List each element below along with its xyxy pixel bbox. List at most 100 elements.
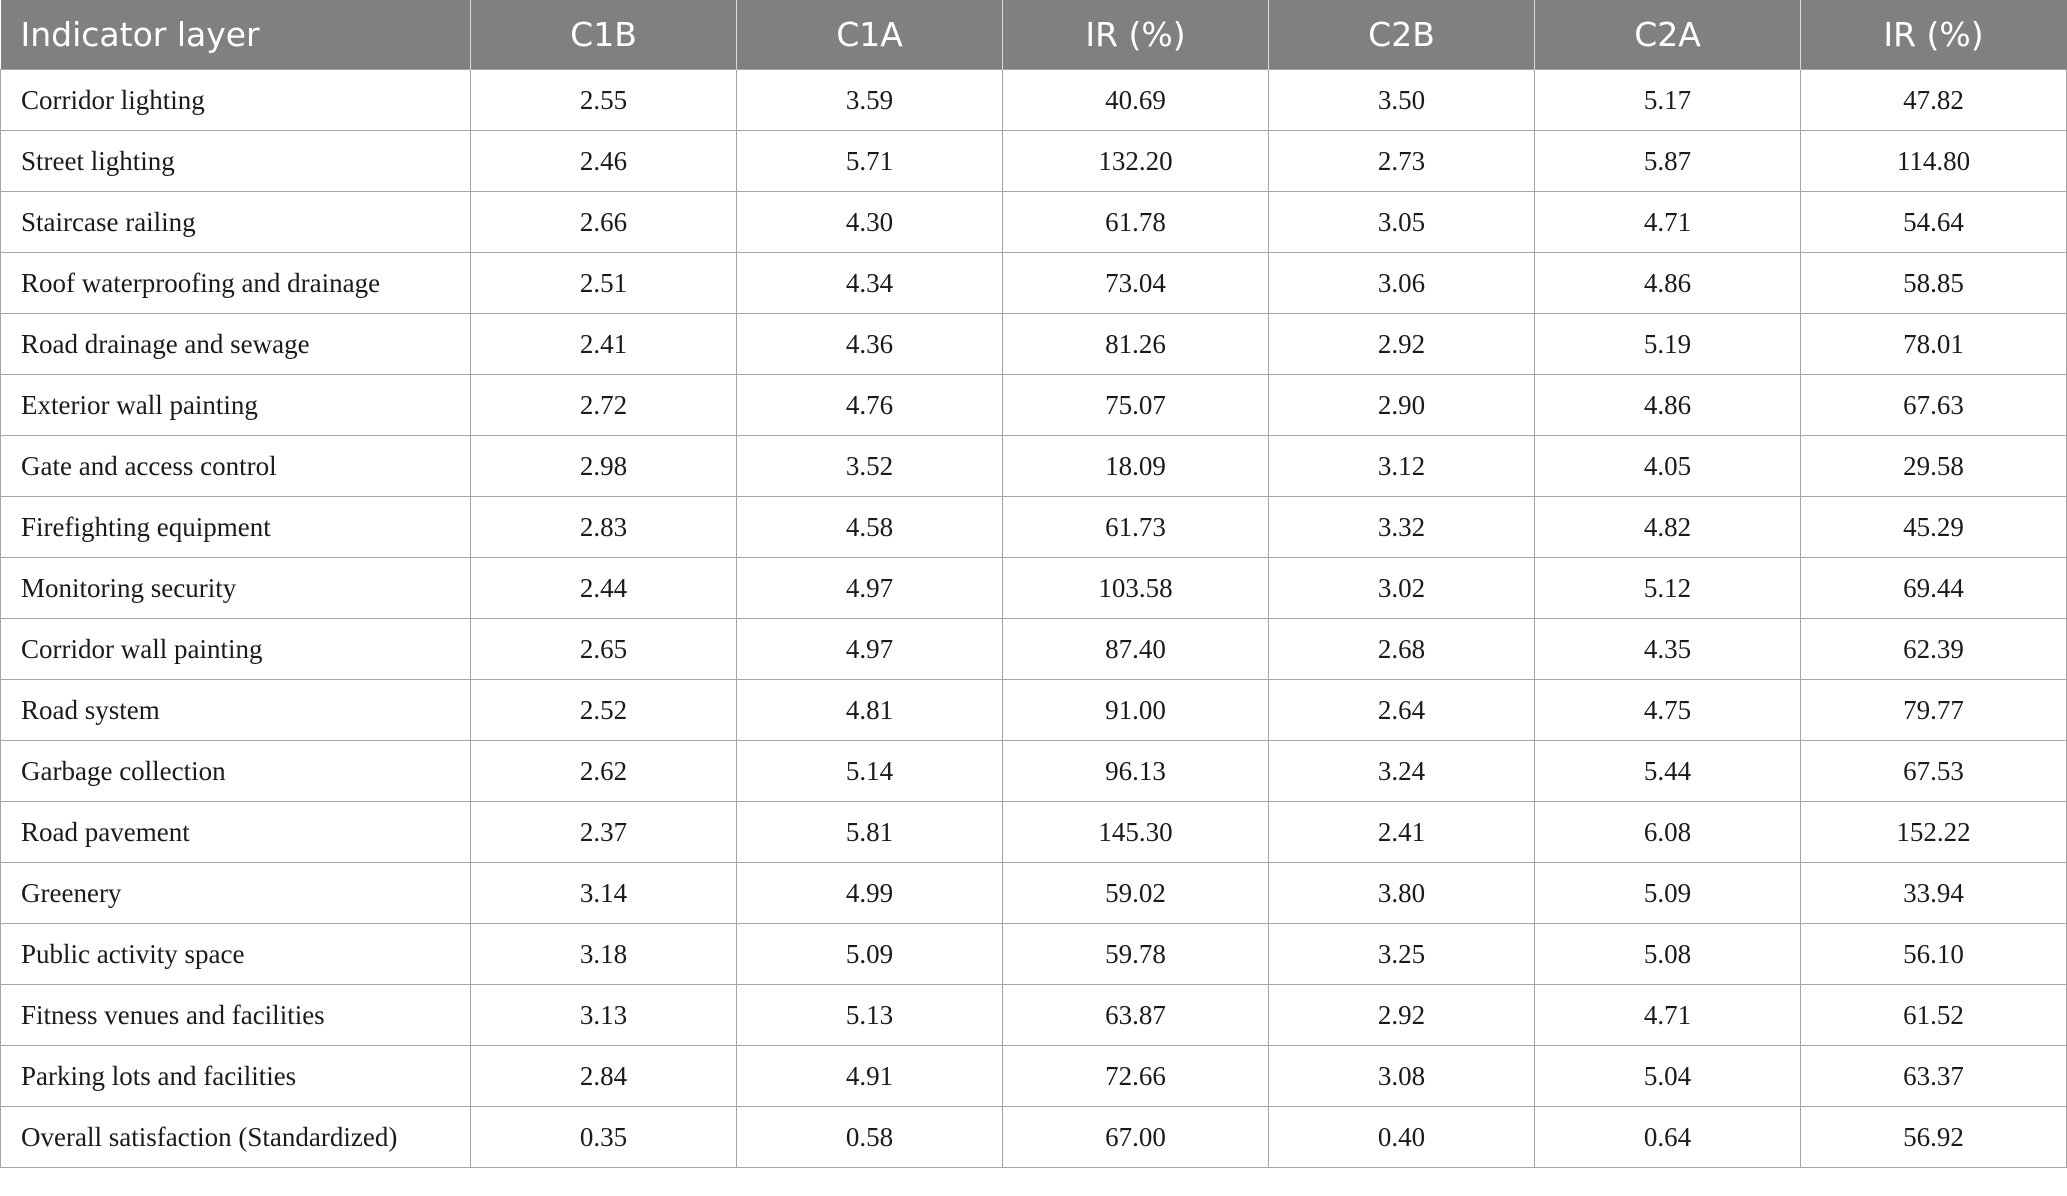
cell-indicator: Staircase railing [0, 191, 471, 253]
cell-c2a: 6.08 [1534, 801, 1801, 863]
cell-indicator: Roof waterproofing and drainage [0, 252, 471, 314]
cell-ir-1: 67.00 [1002, 1106, 1269, 1168]
cell-c1b: 3.14 [470, 862, 737, 924]
cell-ir-2: 61.52 [1800, 984, 2067, 1046]
cell-indicator: Garbage collection [0, 740, 471, 802]
table-row: Road system 2.52 4.81 91.00 2.64 4.75 79.77 [0, 679, 2067, 741]
header-ir-1: IR (%) [1002, 0, 1269, 70]
cell-c1a: 4.76 [736, 374, 1003, 436]
cell-c2b: 0.40 [1268, 1106, 1535, 1168]
cell-c2a: 4.71 [1534, 984, 1801, 1046]
cell-c1a: 4.34 [736, 252, 1003, 314]
cell-ir-1: 59.78 [1002, 923, 1269, 985]
cell-c1a: 5.13 [736, 984, 1003, 1046]
cell-ir-1: 72.66 [1002, 1045, 1269, 1107]
cell-c1b: 2.84 [470, 1045, 737, 1107]
cell-ir-1: 81.26 [1002, 313, 1269, 375]
cell-ir-1: 61.73 [1002, 496, 1269, 558]
cell-c1b: 2.98 [470, 435, 737, 497]
cell-c2b: 3.08 [1268, 1045, 1535, 1107]
cell-c2b: 3.25 [1268, 923, 1535, 985]
table-row: Monitoring security 2.44 4.97 103.58 3.02 5.1… [0, 557, 2067, 619]
cell-c2a: 4.75 [1534, 679, 1801, 741]
cell-c2b: 2.41 [1268, 801, 1535, 863]
table-row: Gate and access control 2.98 3.52 18.09 3.12… [0, 435, 2067, 497]
cell-c1b: 2.55 [470, 69, 737, 131]
cell-c2b: 3.06 [1268, 252, 1535, 314]
cell-c1b: 2.41 [470, 313, 737, 375]
table-row: Corridor lighting 2.55 3.59 40.69 3.50 5.17 47… [0, 69, 2067, 131]
cell-ir-1: 96.13 [1002, 740, 1269, 802]
table-row: Roof waterproofing and drainage 2.51 4.34 7… [0, 252, 2067, 314]
cell-c2b: 2.92 [1268, 313, 1535, 375]
cell-c2a: 5.09 [1534, 862, 1801, 924]
cell-ir-1: 18.09 [1002, 435, 1269, 497]
cell-c2b: 2.64 [1268, 679, 1535, 741]
cell-ir-2: 79.77 [1800, 679, 2067, 741]
cell-ir-2: 29.58 [1800, 435, 2067, 497]
cell-ir-1: 103.58 [1002, 557, 1269, 619]
table-body: Corridor lighting 2.55 3.59 40.69 3.50 5.17 47… [0, 69, 2067, 1168]
cell-c2b: 3.02 [1268, 557, 1535, 619]
cell-c1a: 5.09 [736, 923, 1003, 985]
cell-c1b: 2.65 [470, 618, 737, 680]
cell-indicator: Corridor wall painting [0, 618, 471, 680]
cell-ir-1: 91.00 [1002, 679, 1269, 741]
cell-c1a: 5.14 [736, 740, 1003, 802]
table-row: Street lighting 2.46 5.71 132.20 2.73 5.87 114… [0, 130, 2067, 192]
cell-c2b: 2.90 [1268, 374, 1535, 436]
cell-indicator: Exterior wall painting [0, 374, 471, 436]
cell-c1a: 4.30 [736, 191, 1003, 253]
cell-c2b: 3.50 [1268, 69, 1535, 131]
header-ir-2: IR (%) [1800, 0, 2067, 70]
cell-c1b: 0.35 [470, 1106, 737, 1168]
cell-c2a: 0.64 [1534, 1106, 1801, 1168]
table-row: Greenery 3.14 4.99 59.02 3.80 5.09 33.94 [0, 862, 2067, 924]
cell-ir-2: 67.63 [1800, 374, 2067, 436]
cell-c2b: 2.68 [1268, 618, 1535, 680]
cell-c2a: 5.04 [1534, 1045, 1801, 1107]
cell-c1b: 2.52 [470, 679, 737, 741]
cell-c2b: 3.12 [1268, 435, 1535, 497]
table-row: Staircase railing 2.66 4.30 61.78 3.05 4.71 54… [0, 191, 2067, 253]
cell-indicator: Corridor lighting [0, 69, 471, 131]
table-row: Corridor wall painting 2.65 4.97 87.40 2.68 4… [0, 618, 2067, 680]
header-c1b: C1B [470, 0, 737, 70]
indicator-table: Indicator layer C1B C1A IR (%) C2B C2A I… [0, 0, 2067, 1168]
cell-c1b: 3.18 [470, 923, 737, 985]
cell-c1b: 3.13 [470, 984, 737, 1046]
cell-ir-2: 152.22 [1800, 801, 2067, 863]
cell-ir-2: 54.64 [1800, 191, 2067, 253]
cell-c1b: 2.51 [470, 252, 737, 314]
cell-c2a: 4.35 [1534, 618, 1801, 680]
cell-c1a: 4.97 [736, 557, 1003, 619]
cell-c1b: 2.62 [470, 740, 737, 802]
cell-indicator: Fitness venues and facilities [0, 984, 471, 1046]
cell-c1a: 5.81 [736, 801, 1003, 863]
cell-ir-1: 63.87 [1002, 984, 1269, 1046]
cell-c2a: 5.12 [1534, 557, 1801, 619]
cell-ir-2: 78.01 [1800, 313, 2067, 375]
cell-ir-1: 75.07 [1002, 374, 1269, 436]
cell-ir-1: 87.40 [1002, 618, 1269, 680]
cell-c1a: 0.58 [736, 1106, 1003, 1168]
cell-c2b: 3.05 [1268, 191, 1535, 253]
header-c2a: C2A [1534, 0, 1801, 70]
cell-c1a: 4.99 [736, 862, 1003, 924]
table-row: Road pavement 2.37 5.81 145.30 2.41 6.08 152.2… [0, 801, 2067, 863]
cell-ir-2: 45.29 [1800, 496, 2067, 558]
cell-c1a: 4.58 [736, 496, 1003, 558]
cell-indicator: Street lighting [0, 130, 471, 192]
cell-ir-1: 132.20 [1002, 130, 1269, 192]
cell-c2a: 5.87 [1534, 130, 1801, 192]
cell-ir-2: 58.85 [1800, 252, 2067, 314]
header-indicator-layer: Indicator layer [0, 0, 471, 70]
cell-c1b: 2.83 [470, 496, 737, 558]
cell-ir-2: 56.92 [1800, 1106, 2067, 1168]
cell-c1a: 3.59 [736, 69, 1003, 131]
cell-ir-1: 73.04 [1002, 252, 1269, 314]
cell-indicator: Road system [0, 679, 471, 741]
cell-c2a: 4.86 [1534, 252, 1801, 314]
cell-indicator: Greenery [0, 862, 471, 924]
cell-c1b: 2.46 [470, 130, 737, 192]
